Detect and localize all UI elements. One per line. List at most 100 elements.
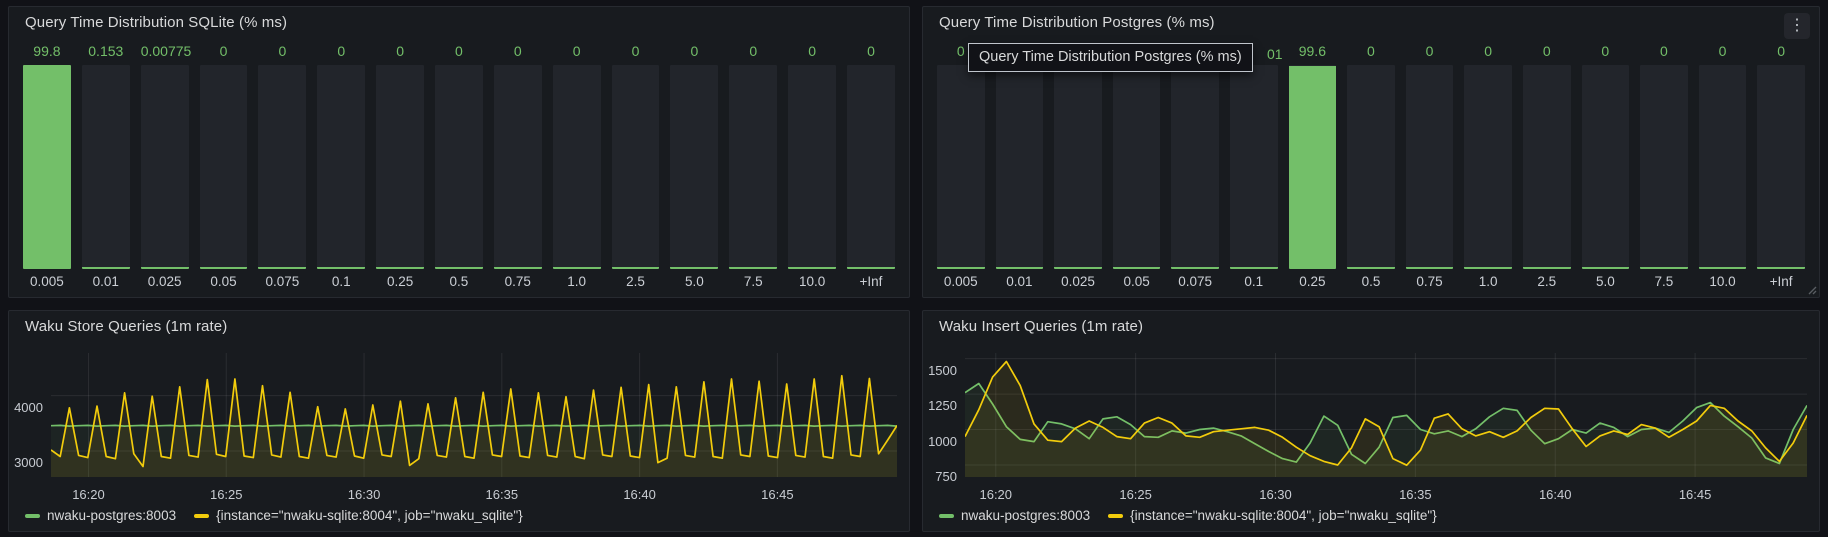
bucket-label: 5.0 bbox=[1595, 274, 1615, 289]
bar-value-label: 0.00775 bbox=[140, 43, 192, 59]
panel-header[interactable]: Waku Insert Queries (1m rate) bbox=[923, 311, 1819, 341]
time-series-plot[interactable] bbox=[51, 353, 897, 482]
bucket-label: 1.0 bbox=[1478, 274, 1498, 289]
bar-value-label: 0 bbox=[1484, 43, 1493, 59]
bar-gauge bbox=[552, 65, 601, 269]
y-tick-label: 1000 bbox=[928, 433, 957, 449]
histogram-bucket[interactable]: 0 +Inf bbox=[847, 41, 895, 293]
histogram-bucket[interactable]: 0 0.75 bbox=[1405, 41, 1454, 293]
histogram-bucket[interactable]: 0 +Inf bbox=[1757, 41, 1805, 293]
bar-gauge bbox=[1112, 65, 1161, 269]
bar-fill bbox=[199, 267, 248, 269]
x-tick-label: 16:20 bbox=[979, 487, 1013, 502]
histogram-bucket[interactable]: 0 0.05 bbox=[199, 41, 248, 293]
bar-gauge bbox=[493, 65, 542, 269]
y-axis: 3000 4000 bbox=[9, 353, 51, 482]
histogram-bucket[interactable]: 0 2.5 bbox=[1522, 41, 1571, 293]
bucket-label: 0.1 bbox=[1244, 274, 1264, 289]
bar-gauge bbox=[1054, 65, 1102, 269]
histogram-bucket[interactable]: 0.153 0.01 bbox=[81, 41, 130, 293]
series-line bbox=[965, 382, 1807, 465]
histogram-bucket[interactable]: 0.05 bbox=[1112, 41, 1161, 293]
panel-menu-kebab-icon[interactable]: ⋮ bbox=[1784, 13, 1810, 39]
histogram-bucket[interactable]: 0 2.5 bbox=[611, 41, 660, 293]
histogram-bucket[interactable]: 0 0.075 bbox=[258, 41, 307, 293]
bar-value-label: 0 bbox=[396, 43, 404, 59]
histogram-bucket[interactable]: 0 0.5 bbox=[435, 41, 483, 293]
bar-value-label: 0 bbox=[337, 43, 346, 59]
bucket-label: 7.5 bbox=[1654, 274, 1674, 289]
bucket-label: 0.01 bbox=[1006, 274, 1033, 289]
histogram-bucket[interactable]: 0.00775 0.025 bbox=[140, 41, 192, 293]
bar-fill bbox=[1757, 267, 1805, 269]
histogram-bucket[interactable]: 0 0.005 bbox=[937, 41, 985, 293]
bar-value-label: 0 bbox=[1425, 43, 1434, 59]
legend-item-postgres[interactable]: nwaku-postgres:8003 bbox=[939, 508, 1090, 523]
bar-fill bbox=[1171, 267, 1219, 269]
histogram-bucket[interactable]: 0 0.1 bbox=[317, 41, 366, 293]
series-color-swatch bbox=[194, 513, 210, 518]
bar-value-label: 99.6 bbox=[1298, 43, 1326, 59]
bar-gauge bbox=[1640, 65, 1688, 269]
bar-gauge bbox=[140, 65, 189, 269]
bucket-label: +Inf bbox=[859, 274, 883, 289]
histogram-bucket[interactable]: 0.1 bbox=[1229, 41, 1278, 293]
x-axis: 16:20 16:25 16:30 16:35 16:40 16:45 bbox=[51, 482, 897, 504]
bar-gauge bbox=[1229, 65, 1278, 269]
bar-value-label: 0 bbox=[956, 43, 965, 59]
histogram-bucket[interactable]: 0.075 bbox=[1171, 41, 1219, 293]
bar-gauge bbox=[199, 65, 248, 269]
legend-item-sqlite[interactable]: {instance="nwaku-sqlite:8004", job="nwak… bbox=[1108, 508, 1437, 523]
bar-fill bbox=[1405, 267, 1454, 269]
bar-gauge bbox=[1405, 65, 1454, 269]
bar-fill bbox=[1347, 267, 1395, 269]
bar-value-label: 0 bbox=[1601, 43, 1610, 59]
histogram-bucket[interactable]: 0.025 bbox=[1054, 41, 1102, 293]
legend-item-postgres[interactable]: nwaku-postgres:8003 bbox=[25, 508, 176, 523]
bar-value-label: 0 bbox=[1660, 43, 1668, 59]
bar-gauge bbox=[1757, 65, 1805, 269]
legend-item-sqlite[interactable]: {instance="nwaku-sqlite:8004", job="nwak… bbox=[194, 508, 523, 523]
histogram-bucket[interactable]: 0 7.5 bbox=[729, 41, 778, 293]
bar-value-label: 0.153 bbox=[88, 43, 124, 59]
panel-header[interactable]: Query Time Distribution SQLite (% ms) bbox=[9, 7, 909, 37]
postgres-histogram-bars[interactable]: 0 0.005 0.01 0.025 0.05 0.075 0.1 99.6 0.25 0 0.5 0… bbox=[937, 41, 1805, 293]
bar-gauge bbox=[81, 65, 130, 269]
bucket-label: 0.25 bbox=[1299, 274, 1326, 289]
bar-fill bbox=[317, 267, 366, 269]
panel-header[interactable]: Waku Store Queries (1m rate) bbox=[9, 311, 909, 341]
bar-fill bbox=[670, 267, 719, 269]
x-tick-label: 16:35 bbox=[1399, 487, 1432, 502]
panel-title: Query Time Distribution Postgres (% ms) bbox=[939, 14, 1215, 31]
bar-value-label: 0 bbox=[1777, 43, 1785, 59]
series-color-swatch bbox=[939, 513, 954, 518]
panel-resize-handle[interactable] bbox=[1807, 285, 1817, 295]
bar-fill bbox=[140, 267, 189, 269]
bar-fill bbox=[1464, 267, 1512, 269]
sqlite-histogram-bars[interactable]: 99.8 0.005 0.153 0.01 0.00775 0.025 0 0.05 0 0.07… bbox=[23, 41, 895, 293]
histogram-bucket[interactable]: 0 5.0 bbox=[670, 41, 719, 293]
histogram-bucket[interactable]: 0.01 bbox=[995, 41, 1044, 293]
bar-fill bbox=[1054, 267, 1102, 269]
bar-fill bbox=[937, 267, 985, 269]
histogram-bucket[interactable]: 0 10.0 bbox=[1698, 41, 1747, 293]
histogram-bucket[interactable]: 0 0.75 bbox=[493, 41, 542, 293]
y-tick-label: 750 bbox=[935, 468, 957, 484]
histogram-bucket[interactable]: 0 10.0 bbox=[788, 41, 837, 293]
bucket-label: 0.5 bbox=[1361, 274, 1381, 289]
x-tick-label: 16:30 bbox=[347, 487, 381, 502]
histogram-bucket[interactable]: 0 1.0 bbox=[552, 41, 601, 293]
bar-fill bbox=[552, 267, 601, 269]
histogram-bucket[interactable]: 0 5.0 bbox=[1581, 41, 1630, 293]
histogram-bucket[interactable]: 99.6 0.25 bbox=[1288, 41, 1337, 293]
panel-header[interactable]: Query Time Distribution Postgres (% ms) … bbox=[923, 7, 1819, 39]
bucket-label: 0.05 bbox=[210, 274, 237, 289]
panel-query-time-sqlite: Query Time Distribution SQLite (% ms) 99… bbox=[8, 6, 910, 298]
time-series-plot[interactable] bbox=[965, 353, 1807, 482]
bar-fill bbox=[1288, 65, 1337, 269]
histogram-bucket[interactable]: 0 7.5 bbox=[1640, 41, 1688, 293]
histogram-bucket[interactable]: 99.8 0.005 bbox=[23, 41, 71, 293]
histogram-bucket[interactable]: 0 0.25 bbox=[376, 41, 425, 293]
histogram-bucket[interactable]: 0 0.5 bbox=[1347, 41, 1395, 293]
histogram-bucket[interactable]: 0 1.0 bbox=[1464, 41, 1512, 293]
